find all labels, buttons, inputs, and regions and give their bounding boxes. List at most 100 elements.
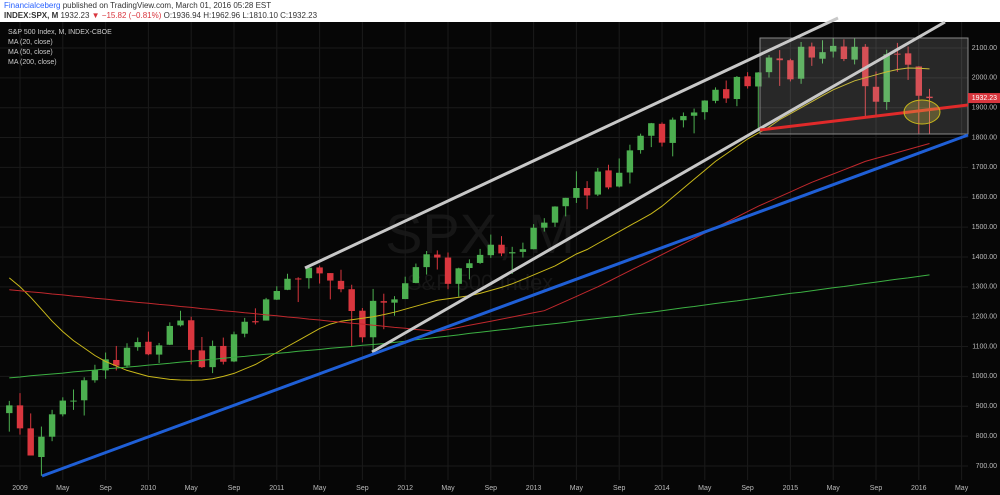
candle-body <box>616 172 623 187</box>
x-tick-label: May <box>313 485 327 492</box>
candle-body <box>145 341 152 355</box>
candle-body <box>380 301 387 303</box>
header-line: Financialceberg published on TradingView… <box>4 1 271 10</box>
candle-body <box>519 249 527 252</box>
ma-line <box>9 143 930 333</box>
candle-body <box>583 188 591 196</box>
legend: S&P 500 Index, M, INDEX-CBOE MA (20, clo… <box>8 29 112 66</box>
candle-body <box>81 380 88 401</box>
y-tick-label: 1000.00 <box>972 373 997 380</box>
candle-body <box>230 334 238 362</box>
candle-body <box>669 119 676 143</box>
candle-body <box>434 254 441 258</box>
candle-body <box>648 123 655 136</box>
x-tick-label: 2009 <box>12 485 28 492</box>
candle-body <box>166 325 173 345</box>
x-tick-label: May <box>56 485 70 492</box>
candle-body <box>316 267 323 274</box>
header-quote: INDEX:SPX, M 1932.23 ▼ −15.82 (−0.81%) O… <box>4 11 318 20</box>
candle-body <box>776 58 783 61</box>
y-tick-label: 900.00 <box>976 403 998 410</box>
x-tick-label: 2014 <box>654 485 670 492</box>
candle-body <box>551 206 559 223</box>
x-tick-label: May <box>441 485 455 492</box>
candle-body <box>904 53 912 65</box>
candle-body <box>637 135 644 151</box>
candle-body <box>872 86 880 102</box>
candle-body <box>701 100 708 113</box>
candle-body <box>797 46 805 79</box>
x-tick-label: May <box>827 485 841 492</box>
candle-body <box>27 428 34 456</box>
candle-body <box>894 53 901 55</box>
candle-body <box>123 347 131 366</box>
candle-body <box>509 252 516 254</box>
author-link[interactable]: Financialceberg <box>4 1 60 10</box>
candle-body <box>840 46 848 60</box>
candle-body <box>487 244 494 256</box>
candle-body <box>755 72 762 87</box>
candle-body <box>48 414 56 437</box>
candle-body <box>765 57 773 73</box>
y-tick-label: 1200.00 <box>972 314 997 321</box>
legend-title: S&P 500 Index, M, INDEX-CBOE <box>8 29 112 36</box>
candle-body <box>541 222 548 228</box>
y-tick-label: 1700.00 <box>972 164 997 171</box>
legend-entry: MA (200, close) <box>8 59 57 66</box>
candle-body <box>444 257 452 284</box>
candle-body <box>690 112 698 116</box>
candle-body <box>723 89 730 99</box>
candle-body <box>295 278 302 280</box>
candle-body <box>530 227 537 250</box>
candle-body <box>851 46 858 60</box>
channel-upper <box>304 16 839 270</box>
candle-body <box>466 263 473 269</box>
candle-body <box>91 370 99 381</box>
x-tick-label: 2012 <box>397 485 413 492</box>
x-tick-label: Sep <box>870 485 883 492</box>
blue-trendline <box>41 133 969 478</box>
candle-body <box>59 400 66 415</box>
candle-body <box>626 150 634 173</box>
candle-body <box>423 254 430 268</box>
candle-body <box>241 321 248 334</box>
candle-body <box>70 400 77 402</box>
candle-body <box>6 405 13 414</box>
candle-body <box>113 359 120 366</box>
candle-body <box>455 268 462 284</box>
candle-body <box>348 289 355 312</box>
candle-body <box>220 345 227 362</box>
x-tick-label: 2016 <box>911 485 927 492</box>
candle-body <box>327 273 334 281</box>
legend-entry: MA (50, close) <box>8 49 53 56</box>
candle-body <box>744 76 751 87</box>
y-tick-label: 1600.00 <box>972 194 997 201</box>
x-tick-label: Sep <box>485 485 498 492</box>
symbol: INDEX:SPX, M <box>4 11 59 20</box>
x-tick-label: Sep <box>99 485 112 492</box>
y-tick-label: 1800.00 <box>972 134 997 141</box>
candle-body <box>177 320 184 326</box>
candle-body <box>273 291 280 300</box>
candle-body <box>16 405 24 429</box>
last-price-tag <box>968 93 1000 104</box>
x-tick-label: 2010 <box>141 485 157 492</box>
candle-body <box>198 350 206 368</box>
candle-body <box>926 96 933 99</box>
candle-body <box>562 197 569 207</box>
candle-body <box>402 283 409 300</box>
x-tick-label: Sep <box>741 485 754 492</box>
ma-line <box>9 274 930 379</box>
candle-body <box>915 66 922 96</box>
candle-body <box>819 52 826 59</box>
candle-body <box>412 267 420 283</box>
red-trendline <box>759 103 969 132</box>
legend-entry: MA (20, close) <box>8 39 53 46</box>
y-tick-label: 1500.00 <box>972 224 997 231</box>
candle-body <box>155 345 163 355</box>
grid <box>0 22 968 480</box>
x-tick-label: May <box>955 485 969 492</box>
x-tick-label: May <box>570 485 584 492</box>
x-tick-label: Sep <box>356 485 369 492</box>
